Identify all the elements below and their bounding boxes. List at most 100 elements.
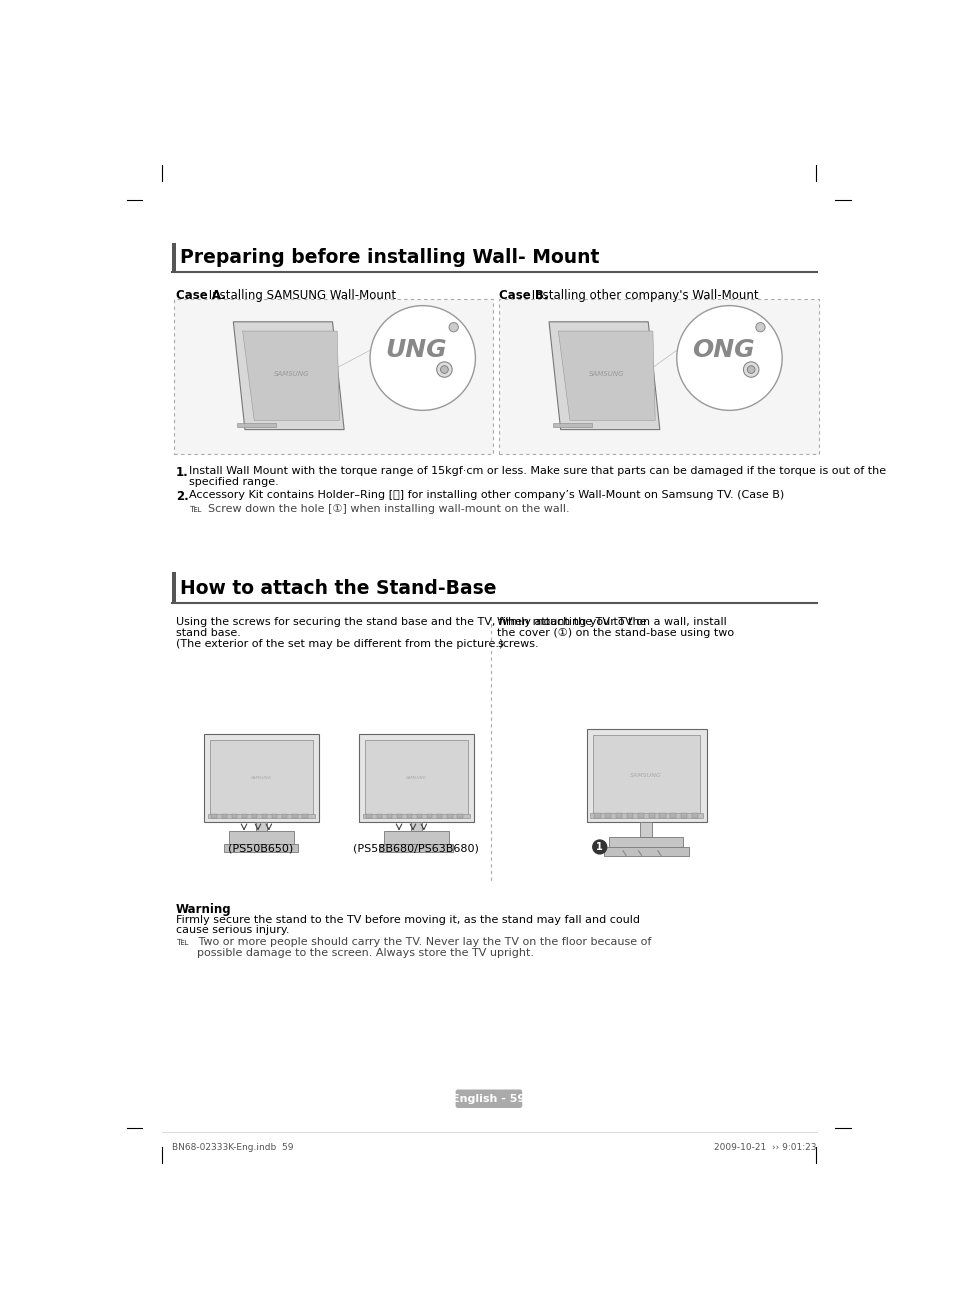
Text: 1: 1 [596, 842, 602, 852]
Bar [386, 814, 392, 818]
Bar [237, 422, 275, 427]
Bar [358, 734, 474, 822]
Circle shape [436, 362, 452, 377]
Bar [456, 814, 462, 818]
Text: ℡   Two or more people should carry the TV. Never lay the TV on the floor becaus: ℡ Two or more people should carry the TV… [175, 938, 651, 947]
Bar [172, 572, 175, 602]
Bar [204, 734, 319, 822]
Text: screws.: screws. [497, 639, 538, 650]
Polygon shape [233, 322, 344, 430]
Text: Warning: Warning [175, 903, 232, 917]
Text: cause serious injury.: cause serious injury. [175, 926, 289, 935]
Text: SAMSUNG: SAMSUNG [630, 773, 661, 778]
Text: the cover (①) on the stand-base using two: the cover (①) on the stand-base using tw… [497, 629, 734, 638]
Bar [241, 814, 247, 818]
Text: ONG: ONG [691, 338, 754, 363]
Bar [229, 831, 294, 848]
Text: SAMSUNG: SAMSUNG [251, 776, 272, 780]
Bar [410, 822, 421, 835]
Bar [680, 813, 686, 818]
Text: Case A.: Case A. [175, 289, 226, 301]
FancyBboxPatch shape [456, 1090, 521, 1109]
Bar [302, 814, 307, 818]
Bar [637, 813, 643, 818]
Bar [436, 814, 442, 818]
Bar [590, 813, 702, 818]
Polygon shape [558, 331, 655, 421]
Bar [626, 813, 633, 818]
Bar [282, 814, 287, 818]
Text: Case B.: Case B. [498, 289, 548, 301]
Text: Accessory Kit contains Holder–Ring [⓷] for installing other company’s Wall-Mount: Accessory Kit contains Holder–Ring [⓷] f… [189, 490, 783, 501]
Text: Install Wall Mount with the torque range of 15kgf·cm or less. Make sure that par: Install Wall Mount with the torque range… [189, 466, 885, 476]
Text: (The exterior of the set may be different from the picture.): (The exterior of the set may be differen… [175, 639, 502, 650]
Text: possible damage to the screen. Always store the TV upright.: possible damage to the screen. Always st… [175, 948, 534, 957]
Bar [604, 813, 611, 818]
Polygon shape [548, 322, 659, 430]
Bar [212, 814, 216, 818]
Bar [659, 813, 665, 818]
Text: (PS50B650): (PS50B650) [228, 843, 294, 853]
Bar [362, 814, 470, 818]
Text: UNG: UNG [385, 338, 447, 363]
Bar [639, 822, 652, 836]
Text: Using the screws for securing the stand base and the TV, firmly attach the TV to: Using the screws for securing the stand … [175, 618, 645, 627]
Text: SAMSUNG: SAMSUNG [589, 371, 624, 376]
Bar [365, 740, 468, 815]
Bar [261, 814, 267, 818]
Bar [172, 242, 175, 272]
Bar [232, 814, 236, 818]
Bar [384, 831, 448, 848]
Text: (PS58B680/PS63B680): (PS58B680/PS63B680) [353, 843, 478, 853]
Bar [608, 836, 682, 851]
Circle shape [742, 362, 758, 377]
Text: stand base.: stand base. [175, 629, 240, 638]
Circle shape [755, 322, 764, 331]
Text: Installing other company's Wall-Mount: Installing other company's Wall-Mount [528, 289, 759, 301]
Text: Firmly secure the stand to the TV before moving it, as the stand may fall and co: Firmly secure the stand to the TV before… [175, 915, 639, 924]
Bar [406, 814, 412, 818]
Bar [648, 813, 654, 818]
Text: How to attach the Stand-Base: How to attach the Stand-Base [179, 579, 496, 598]
Text: 2.: 2. [175, 490, 189, 504]
Bar [252, 814, 257, 818]
Text: English - 59: English - 59 [452, 1094, 525, 1103]
Bar [691, 813, 698, 818]
Bar [210, 740, 313, 815]
Circle shape [676, 305, 781, 410]
Polygon shape [242, 331, 339, 421]
Circle shape [449, 322, 457, 331]
Text: Installing SAMSUNG Wall-Mount: Installing SAMSUNG Wall-Mount [205, 289, 396, 301]
Text: specified range.: specified range. [189, 476, 278, 487]
Bar [174, 299, 493, 454]
Circle shape [440, 366, 448, 373]
Circle shape [370, 305, 475, 410]
Text: BN68-02333K-Eng.indb  59: BN68-02333K-Eng.indb 59 [172, 1143, 294, 1152]
Bar [224, 844, 298, 852]
Bar [586, 729, 706, 822]
Bar [292, 814, 297, 818]
Bar [396, 814, 402, 818]
Bar [208, 814, 315, 818]
Bar [447, 814, 452, 818]
Text: When mounting your TV on a wall, install: When mounting your TV on a wall, install [497, 618, 726, 627]
Circle shape [592, 840, 606, 853]
Bar [553, 422, 591, 427]
Bar [255, 822, 266, 835]
Bar [272, 814, 277, 818]
Bar [670, 813, 676, 818]
Bar [498, 299, 819, 454]
Bar [366, 814, 372, 818]
Bar [427, 814, 432, 818]
Bar [603, 847, 688, 856]
Text: ℡  Screw down the hole [①] when installing wall-mount on the wall.: ℡ Screw down the hole [①] when installin… [189, 504, 569, 514]
Text: 1.: 1. [175, 466, 189, 479]
Text: 2009-10-21  ›› 9:01:23: 2009-10-21 ›› 9:01:23 [714, 1143, 816, 1152]
Bar [416, 814, 422, 818]
Text: Preparing before installing Wall- Mount: Preparing before installing Wall- Mount [179, 249, 598, 267]
Text: SAMSUNG: SAMSUNG [405, 776, 426, 780]
Bar [594, 813, 599, 818]
Circle shape [746, 366, 754, 373]
Bar [376, 814, 381, 818]
Bar [378, 844, 453, 852]
